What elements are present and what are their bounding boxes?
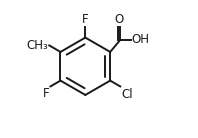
Text: Cl: Cl xyxy=(121,87,132,100)
Text: CH₃: CH₃ xyxy=(26,39,48,52)
Text: F: F xyxy=(43,87,50,100)
Text: O: O xyxy=(114,13,124,26)
Text: OH: OH xyxy=(131,33,149,46)
Text: F: F xyxy=(82,13,89,26)
